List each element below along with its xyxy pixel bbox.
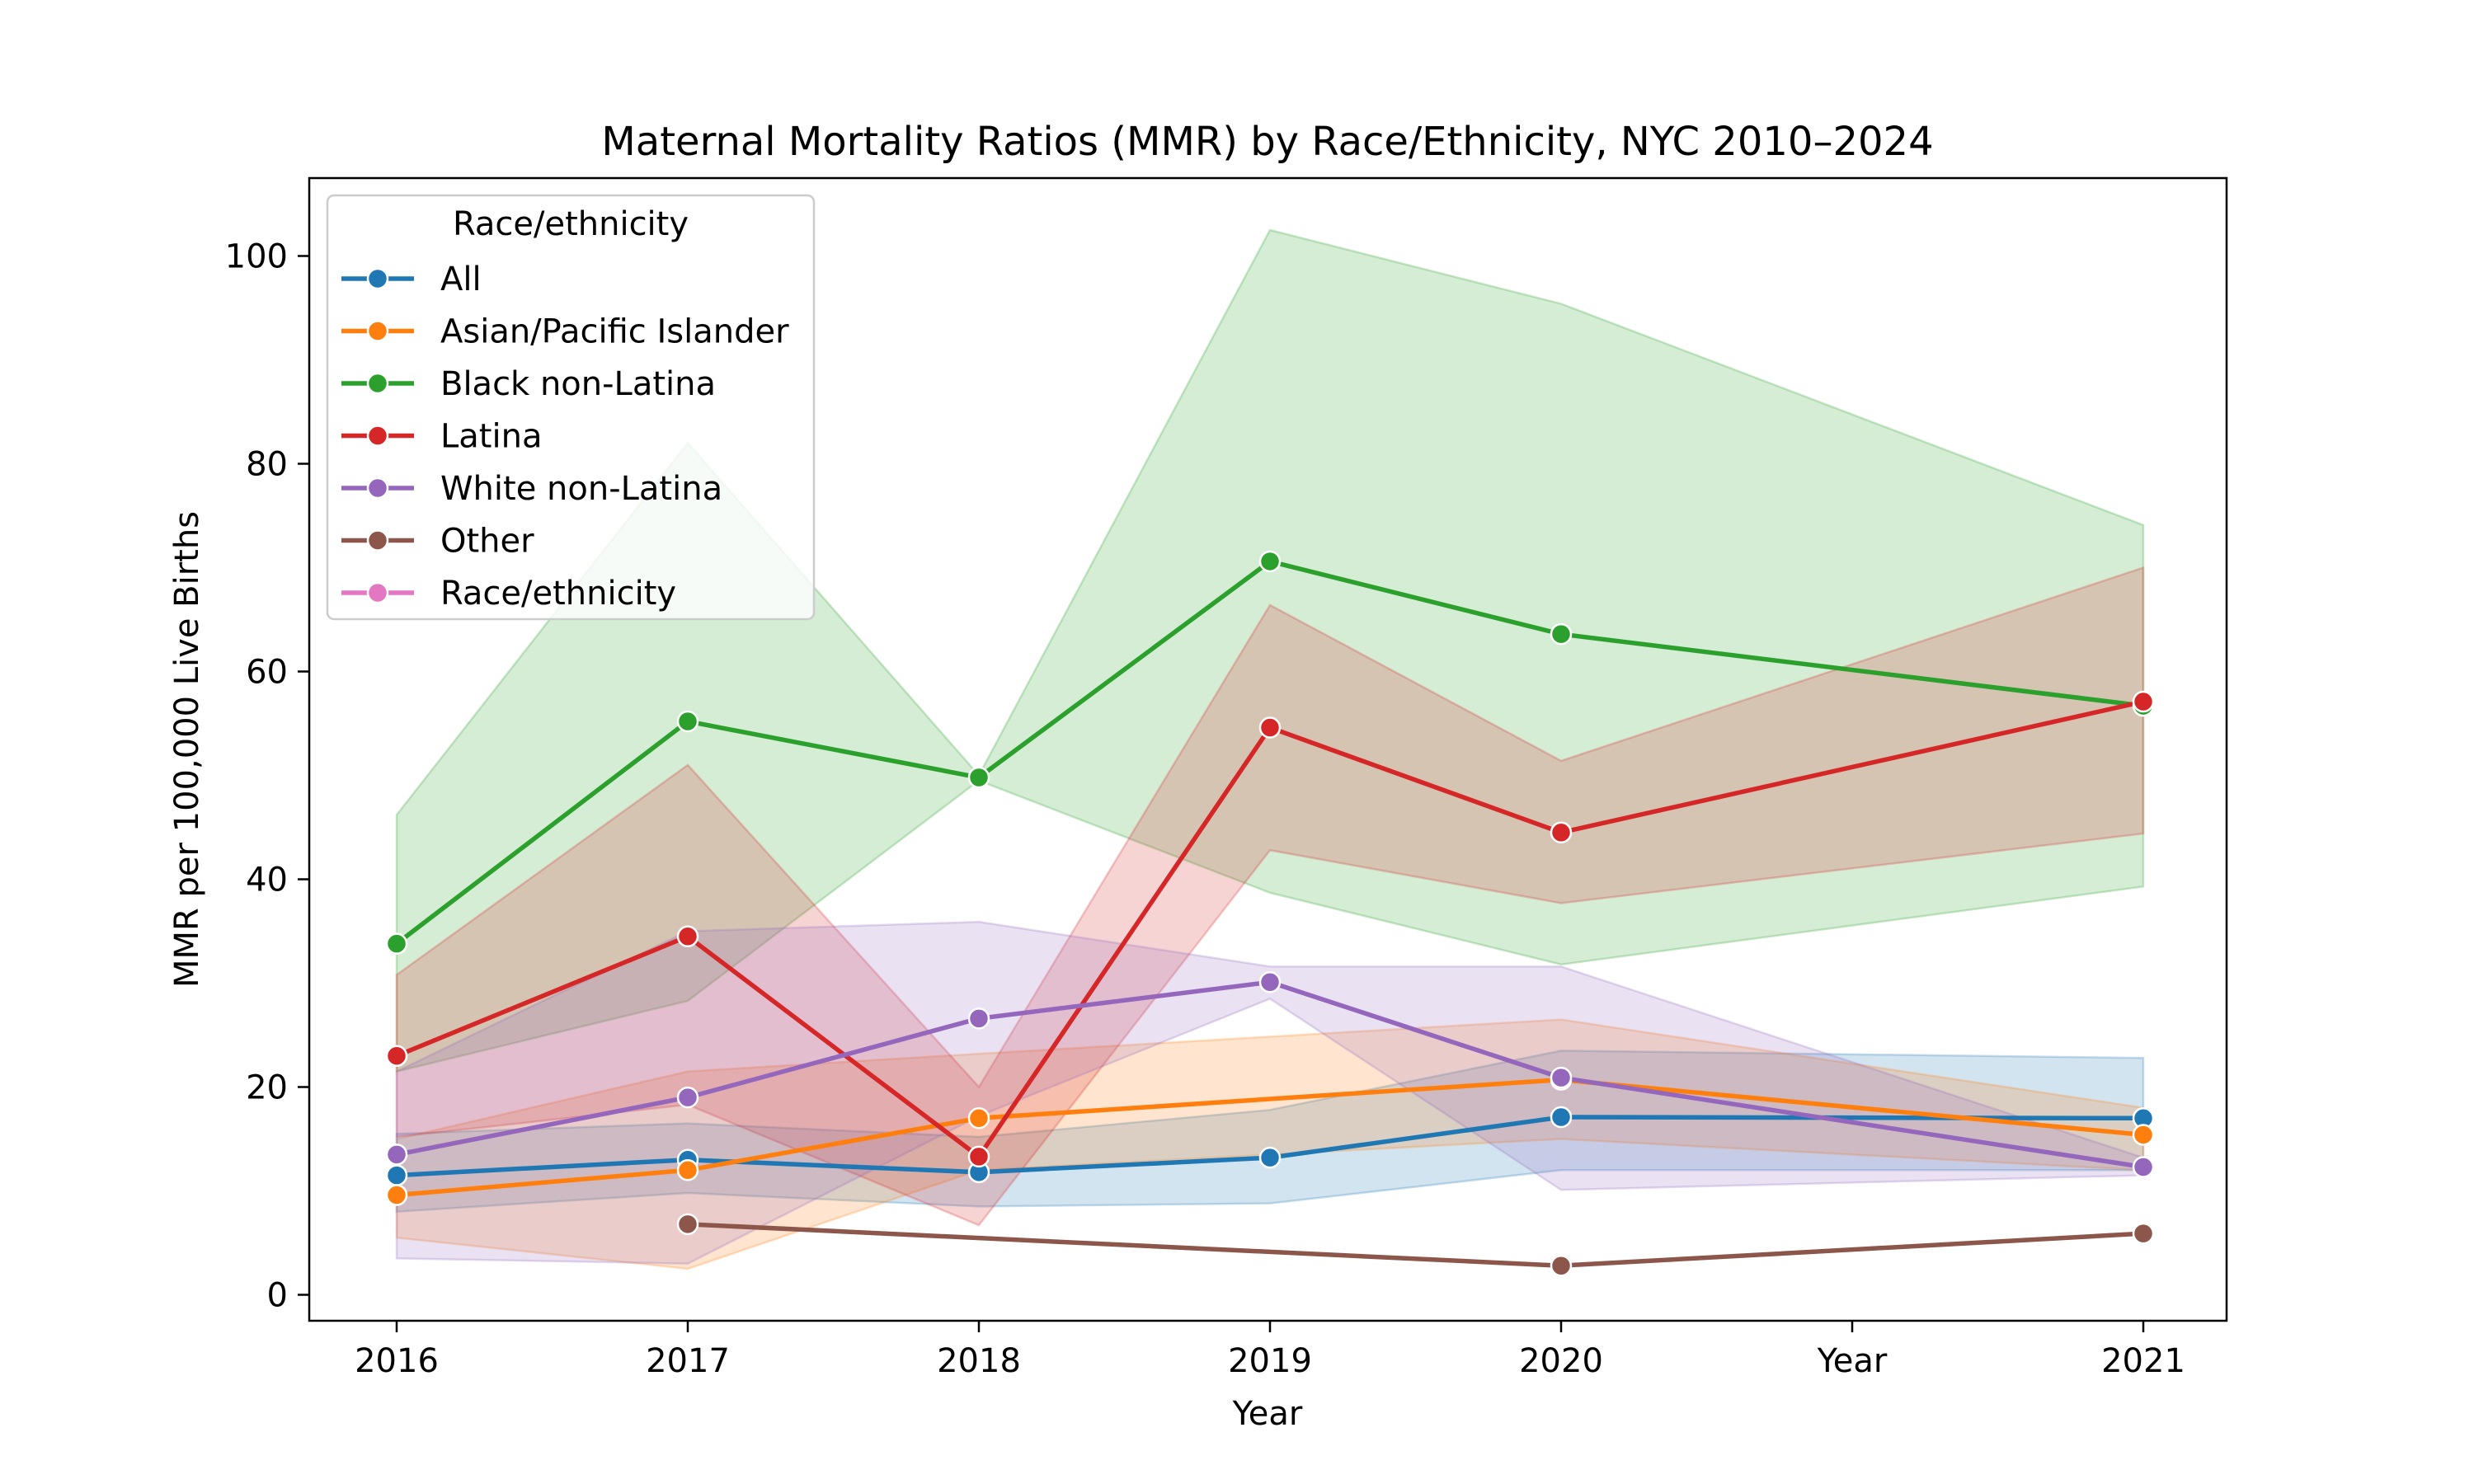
black-non-latina-point [967, 766, 990, 789]
latina-point [2132, 690, 2155, 713]
latina-point [1550, 821, 1573, 844]
latina-point [385, 1045, 408, 1067]
all-point [1550, 1106, 1573, 1129]
x-tick-label: 2017 [646, 1342, 730, 1380]
x-axis-ticks: 2016 2017 2018 2019 2020 Year 2021 [355, 1321, 2185, 1380]
latina-point [1258, 716, 1282, 739]
legend-marker-swatch [366, 477, 389, 500]
legend-label: White non-Latina [440, 470, 722, 508]
legend-item-race-ethnicity: Race/ethnicity [341, 575, 676, 613]
plot-frame [308, 176, 2228, 1322]
legend-item-latina: Latina [341, 418, 542, 456]
black-non-latina-point [1258, 550, 1282, 573]
other-point [676, 1213, 699, 1236]
legend-item-black-non-latina: Black non-Latina [341, 365, 716, 403]
other-point [2132, 1222, 2155, 1245]
legend-label: Other [440, 523, 534, 561]
black-non-latina-point [385, 932, 408, 955]
asian-pacific-islander-point [385, 1184, 408, 1206]
other-line [687, 1222, 2144, 1268]
all-point [385, 1164, 408, 1186]
asian-pacific-islander-point [676, 1159, 699, 1181]
legend-item-all: All [341, 261, 482, 298]
latina-point [676, 925, 699, 948]
black-non-latina-point [676, 710, 699, 733]
y-tick-label: 80 [246, 446, 288, 484]
y-axis-label: MMR per 100,000 Live Births [168, 511, 206, 988]
legend-items: All Asian/Pacific Islander Black non-Latin… [341, 261, 789, 613]
legend-label: Black non-Latina [440, 365, 716, 403]
latina-line [395, 699, 2144, 1159]
legend-item-other: Other [341, 523, 534, 561]
x-tick-label: 2018 [937, 1342, 1021, 1380]
legend-marker-swatch [366, 581, 389, 604]
white-non-latina-point [1258, 970, 1282, 993]
legend-marker-swatch [366, 425, 389, 447]
legend-label: Asian/Pacific Islander [440, 313, 789, 351]
chart-title: Maternal Mortality Ratios (MMR) by Race/… [601, 119, 1933, 165]
asian-pacific-islander-point [2132, 1124, 2155, 1146]
all-line [396, 1115, 2144, 1178]
y-tick-label: 60 [246, 654, 288, 692]
legend-label: Latina [440, 418, 542, 456]
legend-frame [326, 194, 816, 621]
confidence-bands [395, 228, 2145, 1270]
x-tick-label: Year [1817, 1342, 1888, 1380]
legend-label: Race/ethnicity [440, 575, 676, 613]
white-non-latina-point [1550, 1066, 1573, 1089]
legend-marker-swatch [366, 529, 389, 552]
x-tick-label: 2019 [1228, 1342, 1312, 1380]
legend-title: Race/ethnicity [453, 205, 689, 243]
all-point [1258, 1146, 1282, 1169]
legend-marker-swatch [366, 267, 389, 290]
white-non-latina-line [396, 979, 2144, 1170]
x-axis-label: Year [1232, 1395, 1303, 1433]
y-axis-ticks: 0 20 40 60 80 100 [225, 238, 309, 1315]
series-markers [385, 550, 2155, 1277]
y-tick-label: 100 [225, 238, 288, 276]
white-non-latina-point [2132, 1156, 2155, 1178]
legend-label: All [440, 261, 482, 298]
black-non-latina-line [395, 559, 2144, 946]
black-non-latina-point [1550, 622, 1573, 646]
legend-item-asian-pacific-islander: Asian/Pacific Islander [341, 313, 789, 351]
white-non-latina-point [967, 1007, 990, 1030]
other-point [1550, 1254, 1573, 1277]
x-tick-label: 2021 [2101, 1342, 2185, 1380]
white-non-latina-point [676, 1086, 699, 1109]
x-tick-label: 2020 [1519, 1342, 1603, 1380]
asian-pacific-islander-point [967, 1107, 990, 1129]
x-tick-label: 2016 [355, 1342, 439, 1380]
legend-marker-swatch [366, 372, 389, 395]
legend: Race/ethnicity All Asian/Pacific Islander… [326, 194, 816, 621]
y-tick-label: 40 [246, 862, 288, 899]
y-tick-label: 0 [267, 1277, 288, 1315]
latina-point [967, 1145, 990, 1168]
white-non-latina-point [385, 1144, 408, 1166]
legend-marker-swatch [366, 320, 389, 342]
y-tick-label: 20 [246, 1069, 288, 1107]
legend-item-white-non-latina: White non-Latina [341, 470, 722, 508]
